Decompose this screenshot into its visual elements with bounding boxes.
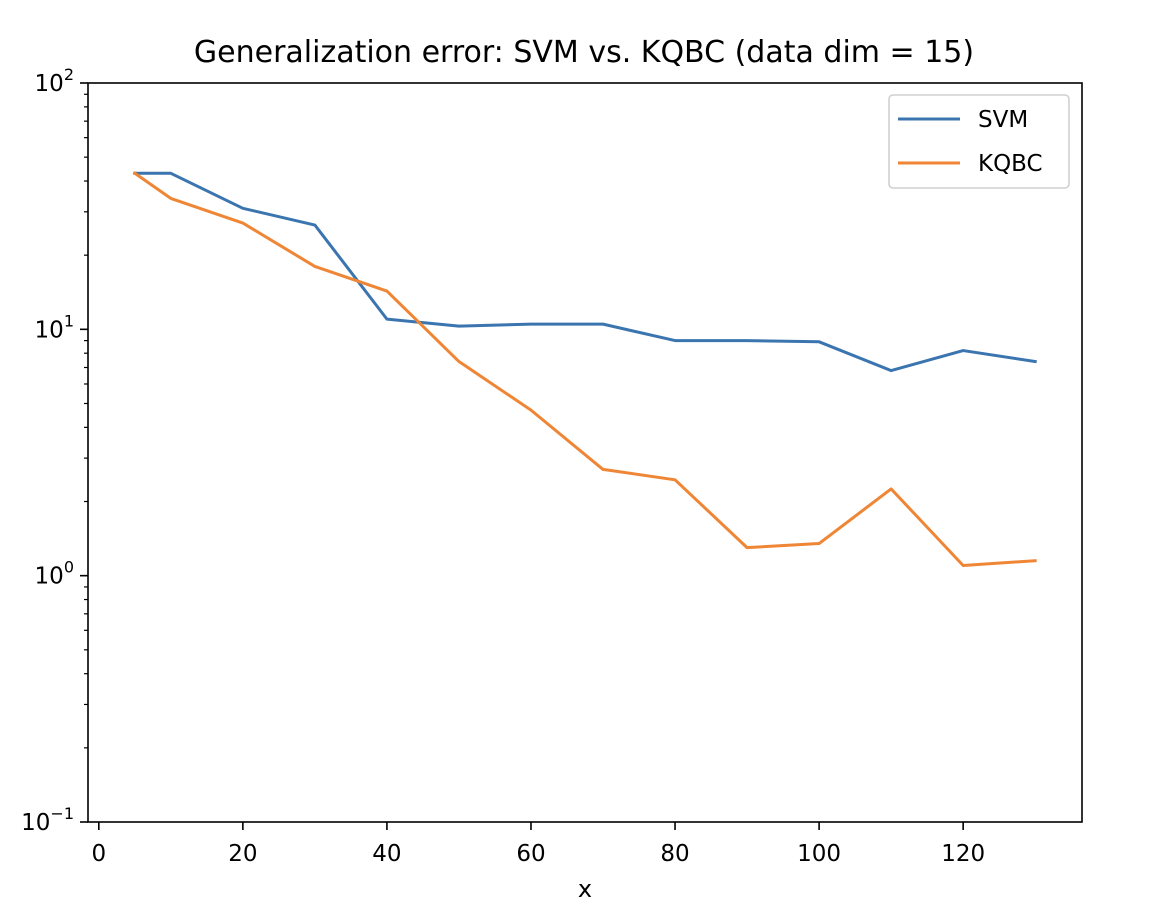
series-line-1 [132, 171, 1037, 567]
x-tick-label: 80 [660, 841, 689, 867]
y-tick-label: 100 [35, 558, 74, 590]
x-tick-label: 40 [372, 841, 401, 867]
y-tick-label: 101 [35, 311, 74, 343]
y-tick-base: 10 [35, 71, 64, 97]
y-tick-exponent: 0 [64, 558, 74, 577]
series-line-0 [133, 171, 1037, 373]
x-tick-label: 0 [91, 841, 106, 867]
y-tick-label: 102 [35, 65, 74, 97]
y-tick-exponent: 1 [64, 311, 74, 330]
x-tick-label: 100 [797, 841, 841, 867]
legend: SVM KQBC [888, 94, 1070, 189]
legend-label-1: KQBC [978, 151, 1043, 177]
y-tick-label: 10−1 [21, 804, 74, 836]
series-layer [132, 171, 1037, 567]
x-tick-label: 20 [228, 841, 257, 867]
x-tick-label: 60 [516, 841, 545, 867]
y-tick-base: 10 [21, 810, 50, 836]
plot-frame [87, 82, 1083, 823]
y-tick-base: 10 [35, 317, 64, 343]
legend-label-0: SVM [978, 107, 1028, 133]
y-tick-exponent: −1 [50, 804, 74, 823]
x-tick-label: 120 [941, 841, 985, 867]
y-tick-exponent: 2 [64, 65, 74, 84]
x-axis-label: x [578, 875, 592, 903]
y-tick-base: 10 [35, 564, 64, 590]
chart-title: Generalization error: SVM vs. KQBC (data… [194, 35, 974, 70]
